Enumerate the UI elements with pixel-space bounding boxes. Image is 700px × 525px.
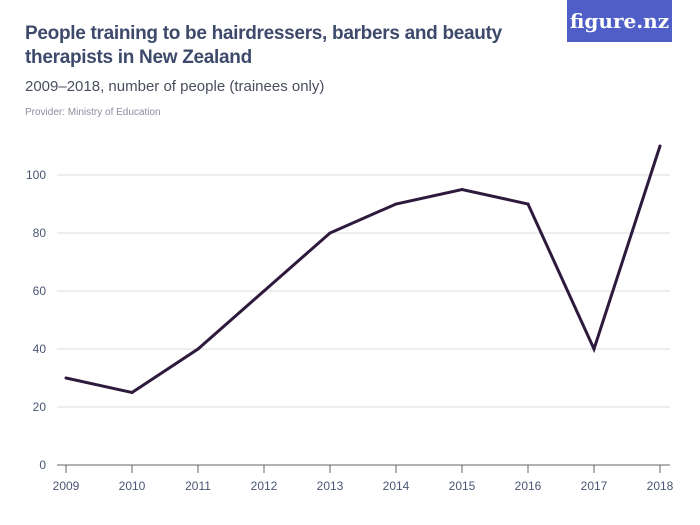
x-tick-label: 2015 [449, 479, 476, 493]
figure-nz-logo[interactable]: figure.nz [567, 0, 672, 42]
data-point [592, 347, 596, 351]
x-tick-label: 2010 [119, 479, 146, 493]
y-tick-label: 100 [26, 168, 46, 182]
y-tick-label: 80 [33, 226, 47, 240]
y-tick-label: 60 [33, 284, 47, 298]
data-point [328, 231, 332, 235]
x-tick-label: 2012 [251, 479, 278, 493]
data-point [130, 391, 134, 394]
x-tick-label: 2017 [581, 479, 608, 493]
x-tick-label: 2016 [515, 479, 542, 493]
data-point [196, 347, 200, 351]
series-line [65, 145, 662, 395]
x-tick-label: 2018 [647, 479, 674, 493]
data-point [394, 202, 398, 206]
x-tick-label: 2013 [317, 479, 344, 493]
data-point [64, 376, 68, 380]
data-point [262, 289, 266, 293]
data-point [460, 188, 464, 191]
x-tick-label: 2011 [185, 479, 211, 493]
x-tick-label: 2014 [383, 479, 410, 493]
y-tick-label: 20 [33, 400, 47, 414]
data-point [658, 144, 662, 148]
data-point [526, 202, 530, 206]
x-tick-label: 2009 [53, 479, 80, 493]
y-tick-label: 0 [39, 458, 46, 472]
y-tick-label: 40 [33, 342, 47, 356]
provider-label: Provider: Ministry of Education [25, 107, 161, 118]
chart-subtitle: 2009–2018, number of people (trainees on… [25, 78, 325, 95]
chart-title: People training to be hairdressers, barb… [25, 23, 502, 68]
